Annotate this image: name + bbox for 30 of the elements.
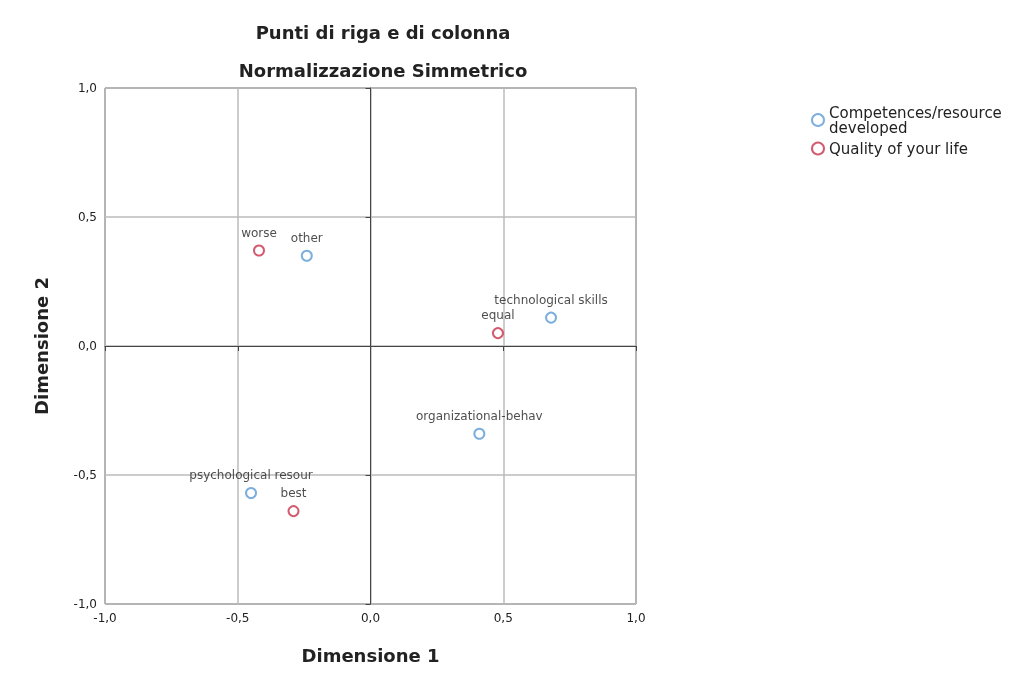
point [287, 505, 300, 518]
legend-label: Quality of your life [829, 139, 968, 158]
data-label: worse [241, 225, 277, 240]
y-tick-label: -1,0 [73, 597, 97, 611]
y-tick-label: 0,5 [77, 210, 97, 224]
y-tick-label: -0,5 [73, 468, 97, 482]
chart-subtitle: Normalizzazione Simmetrico [238, 59, 528, 81]
chart-title: Punti di riga e di colonna [255, 21, 511, 43]
x-tick-label: 0,0 [360, 611, 381, 625]
data-label: other [290, 230, 323, 245]
data-label: psychological resour [189, 468, 313, 483]
point [300, 249, 313, 262]
y-tick-label: 0,0 [77, 339, 97, 353]
x-tick-label: 0,5 [493, 611, 513, 625]
data-label: best [280, 486, 307, 501]
point [491, 327, 504, 340]
data-label: equal [481, 308, 515, 323]
y-tick-label: 1,0 [77, 81, 97, 95]
data-label: technological skills [494, 292, 608, 307]
point [253, 244, 265, 257]
point [473, 427, 486, 440]
point [545, 311, 558, 324]
point [245, 487, 258, 500]
data-label: organizational-behav [416, 408, 543, 423]
x-tick-label: -0,5 [226, 611, 250, 625]
x-tick-label: 1,0 [626, 611, 646, 625]
x-tick-label: -1,0 [93, 611, 117, 625]
x-axis-title: Dimensione 1 [301, 644, 440, 666]
legend-label: Competences/resource developed [829, 103, 1007, 137]
y-axis-title: Dimensione 2 [30, 277, 52, 415]
